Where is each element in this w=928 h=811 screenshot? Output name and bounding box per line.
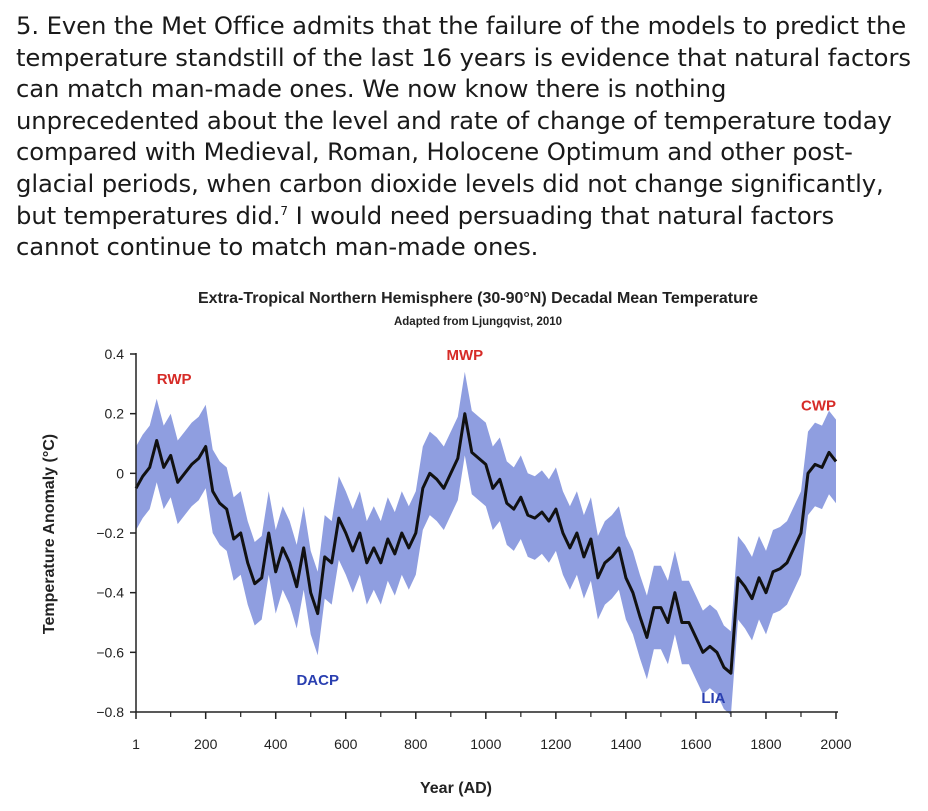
era-label-rwp: RWP: [157, 371, 192, 388]
y-tick-label: −0.4: [96, 585, 124, 601]
temperature-chart: Extra-Tropical Northern Hemisphere (30-9…: [41, 290, 852, 797]
chart-title: Extra-Tropical Northern Hemisphere (30-9…: [198, 290, 758, 307]
y-tick-label: −0.8: [96, 704, 124, 720]
x-tick-label: 1800: [750, 736, 781, 752]
chart-subtitle: Adapted from Ljungqvist, 2010: [394, 316, 562, 328]
x-tick-label: 600: [334, 736, 358, 752]
y-tick-label: 0.4: [105, 346, 125, 362]
x-tick-label: 1200: [540, 736, 571, 752]
uncertainty-band: [136, 371, 836, 715]
footnote-marker[interactable]: 7: [280, 203, 288, 218]
x-tick-label: 200: [194, 736, 218, 752]
paragraph-text: Even the Met Office admits that the fail…: [16, 11, 911, 230]
era-label-mwp: MWP: [446, 347, 483, 364]
paragraph-number: 5.: [16, 11, 39, 40]
temperature-line: [134, 412, 838, 675]
y-tick-label: −0.2: [96, 525, 124, 541]
x-axis-ticks: 1 200 400 600 800 1000 1200 1400 1600 1800 2000: [132, 712, 852, 752]
body-paragraph: 5. Even the Met Office admits that the f…: [16, 10, 916, 263]
paragraph-text-end: I would need persuading that natural fac…: [16, 200, 835, 262]
x-tick-label: 800: [404, 736, 428, 752]
x-tick-label: 1: [132, 736, 140, 752]
x-tick-label: 1600: [680, 736, 711, 752]
x-tick-label: 1000: [470, 736, 501, 752]
x-tick-label: 2000: [820, 736, 851, 752]
y-tick-label: 0: [116, 465, 124, 481]
era-label-dacp: DACP: [296, 672, 339, 689]
x-tick-label: 400: [264, 736, 288, 752]
x-tick-label: 1400: [610, 736, 641, 752]
era-label-cwp: CWP: [801, 398, 836, 415]
y-axis-label: Temperature Anomaly (°C): [41, 434, 58, 634]
y-tick-label: 0.2: [105, 406, 125, 422]
era-annotations: RWP DACP MWP LIA CWP: [157, 347, 836, 707]
y-tick-label: −0.6: [96, 644, 124, 660]
era-label-lia: LIA: [701, 690, 725, 707]
y-axis-ticks: −0.8 −0.6 −0.4 −0.2 0 0.2 0.4: [96, 346, 136, 720]
x-axis-label: Year (AD): [420, 780, 492, 797]
